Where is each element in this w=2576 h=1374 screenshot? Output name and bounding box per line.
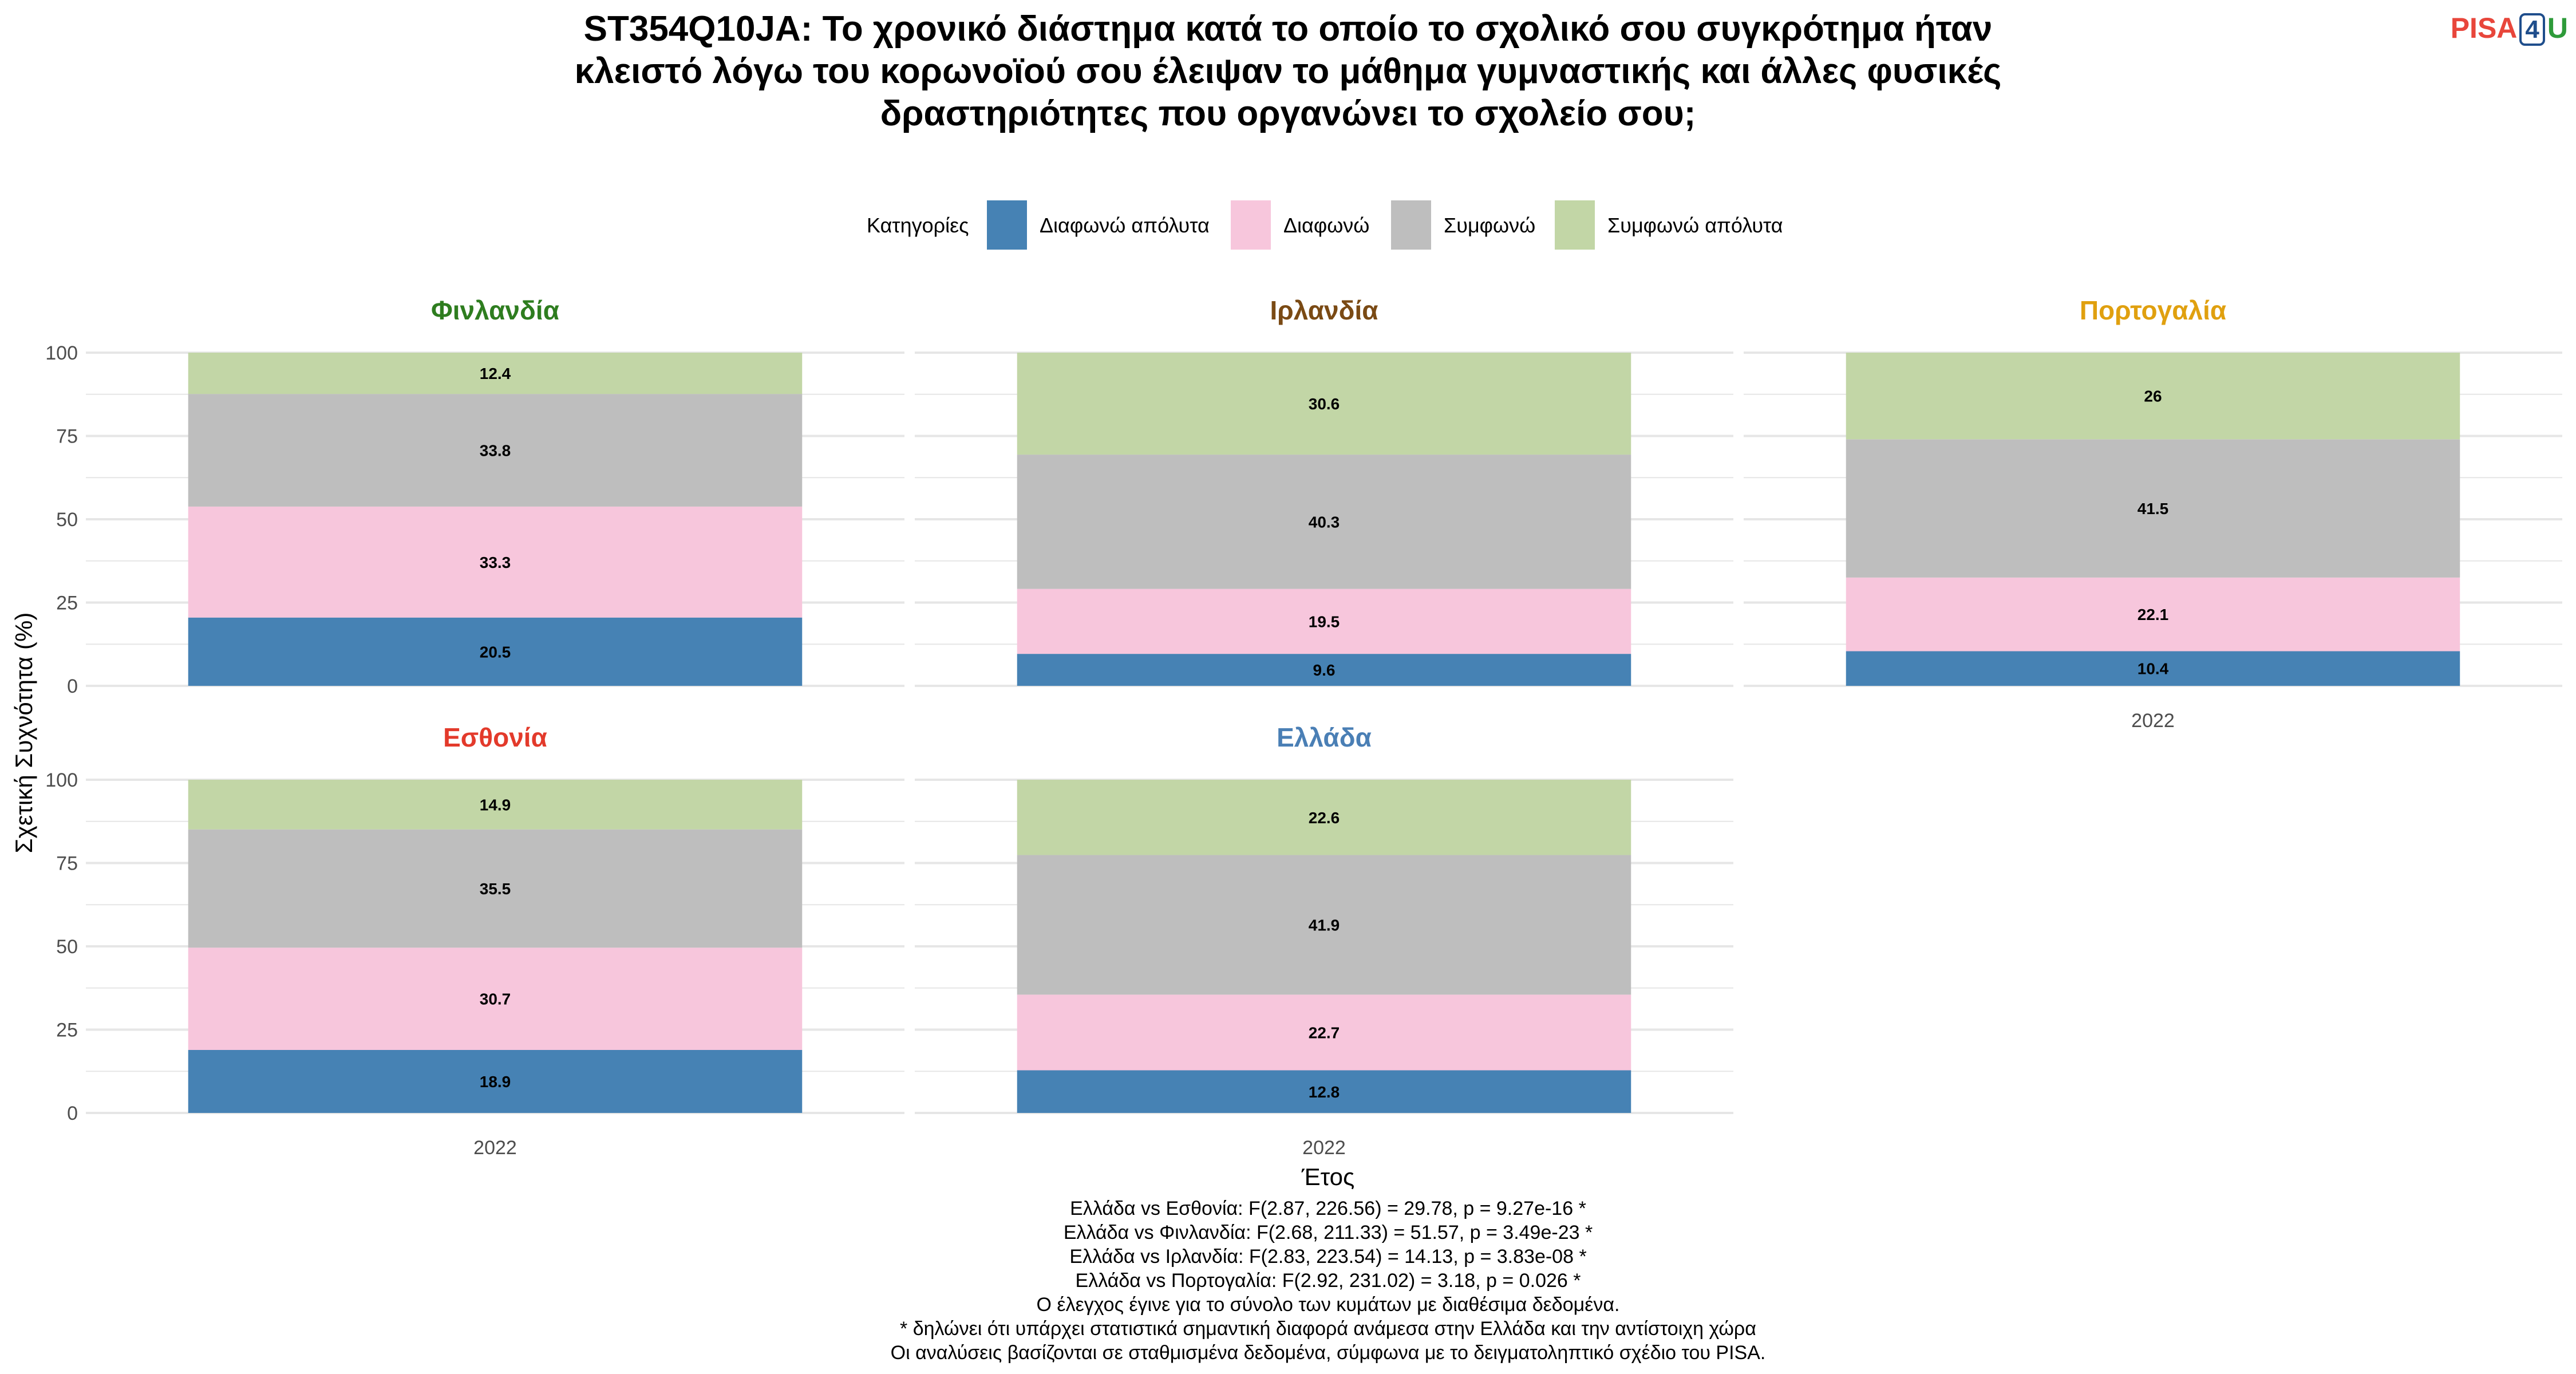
y-tick-label: 75 xyxy=(56,853,78,875)
bar-segment xyxy=(1017,589,1631,654)
pisa4u-logo: PISA 4 U xyxy=(2451,8,2568,50)
x-axis-title: Έτος xyxy=(1301,1163,1355,1190)
logo-text-pisa: PISA xyxy=(2450,12,2518,44)
data-label: 22.1 xyxy=(2138,606,2169,623)
x-tick-label: 2022 xyxy=(2131,710,2175,732)
bar-segment xyxy=(1846,577,2460,652)
data-label: 20.5 xyxy=(480,643,511,661)
bar-segment xyxy=(188,353,803,394)
y-tick-label: 75 xyxy=(56,426,78,448)
footnote-line: Ελλάδα vs Φινλανδία: F(2.68, 211.33) = 5… xyxy=(1063,1222,1593,1243)
y-tick-label: 0 xyxy=(67,676,78,697)
legend-swatch-3 xyxy=(1391,200,1431,250)
data-label: 33.3 xyxy=(480,554,511,571)
footnote-line: Οι αναλύσεις βασίζονται σε σταθμισμένα δ… xyxy=(890,1342,1766,1364)
logo-text-u: U xyxy=(2547,12,2568,44)
panel-title-4: Εσθονία xyxy=(443,722,547,752)
footnote-line: Ελλάδα vs Πορτογαλία: F(2.92, 231.02) = … xyxy=(1075,1270,1581,1292)
legend-label-4: Συμφωνώ απόλυτα xyxy=(1607,214,1783,237)
bar-segment xyxy=(1846,439,2460,578)
bar-segment xyxy=(1017,1070,1631,1113)
bar-segment xyxy=(1846,651,2460,686)
y-tick-label: 100 xyxy=(45,342,78,364)
bar-segment xyxy=(1017,855,1631,995)
legend-label-3: Συμφωνώ xyxy=(1444,214,1535,237)
x-tick-label: 2022 xyxy=(1302,1137,1346,1159)
data-label: 12.8 xyxy=(1309,1083,1340,1101)
bar-segment xyxy=(188,829,803,948)
bar-segment xyxy=(1017,455,1631,589)
y-tick-label: 50 xyxy=(56,936,78,958)
data-label: 40.3 xyxy=(1309,513,1340,531)
y-tick-label: 0 xyxy=(67,1103,78,1124)
data-label: 19.5 xyxy=(1309,613,1340,630)
data-label: 35.5 xyxy=(480,880,511,898)
y-tick-label: 50 xyxy=(56,509,78,531)
footnote-line: Ο έλεγχος έγινε για το σύνολο των κυμάτω… xyxy=(1036,1294,1620,1316)
y-axis-title: Σχετική Συχνότητα (%) xyxy=(10,613,37,854)
footnotes: Ελλάδα vs Εσθονία: F(2.87, 226.56) = 29.… xyxy=(572,1197,2084,1365)
bar-segment xyxy=(188,617,803,686)
legend-swatch-2 xyxy=(1231,200,1271,250)
bar-segment xyxy=(1846,353,2460,440)
footnote-line: Ελλάδα vs Εσθονία: F(2.87, 226.56) = 29.… xyxy=(1070,1198,1586,1219)
y-tick-label: 25 xyxy=(56,1020,78,1041)
bar-segment xyxy=(1017,353,1631,455)
data-label: 41.5 xyxy=(2138,500,2169,518)
legend-swatch-1 xyxy=(987,200,1027,250)
bar-segment xyxy=(1017,780,1631,855)
legend-label-2: Διαφωνώ xyxy=(1283,214,1369,237)
bar-segment xyxy=(1017,994,1631,1071)
faceted-stacked-bar-chart: Κατηγορίες Διαφωνώ απόλυτα Διαφωνώ Συμφωνώ Σ… xyxy=(10,200,2562,1190)
logo-text-four: 4 xyxy=(2519,13,2545,46)
chart-title: ST354Q10JA: Το χρονικό διάστημα κατά το … xyxy=(574,9,2002,133)
bar-segment xyxy=(188,1050,803,1113)
data-label: 9.6 xyxy=(1313,661,1336,679)
data-label: 26 xyxy=(2144,388,2162,405)
bar-segment xyxy=(188,947,803,1051)
data-label: 18.9 xyxy=(480,1073,511,1091)
panel-title-2: Ιρλανδία xyxy=(1270,295,1378,325)
data-label: 30.6 xyxy=(1309,395,1340,413)
data-label: 22.6 xyxy=(1309,809,1340,827)
x-tick-label: 2022 xyxy=(473,1137,517,1159)
footnote-line: * δηλώνει ότι υπάρχει στατιστικά σημαντι… xyxy=(900,1318,1756,1340)
footnote-line: Ελλάδα vs Ιρλανδία: F(2.83, 223.54) = 14… xyxy=(1069,1246,1587,1268)
data-label: 30.7 xyxy=(480,990,511,1008)
data-label: 22.7 xyxy=(1309,1024,1340,1041)
legend-label-1: Διαφωνώ απόλυτα xyxy=(1040,214,1210,237)
panel-title-1: Φινλανδία xyxy=(431,295,559,325)
data-label: 33.8 xyxy=(480,442,511,460)
data-label: 14.9 xyxy=(480,796,511,814)
bar-segment xyxy=(188,780,803,830)
y-tick-label: 100 xyxy=(45,769,78,791)
data-label: 10.4 xyxy=(2138,660,2169,678)
panel-title-5: Ελλάδα xyxy=(1277,722,1372,752)
data-label: 12.4 xyxy=(480,365,511,382)
legend-swatch-4 xyxy=(1555,200,1595,250)
data-label: 41.9 xyxy=(1309,916,1340,934)
bar-segment xyxy=(188,394,803,507)
legend-title: Κατηγορίες xyxy=(867,214,969,237)
panel-title-3: Πορτογαλία xyxy=(2080,295,2226,325)
y-tick-label: 25 xyxy=(56,593,78,614)
bar-segment xyxy=(188,506,803,618)
bar-segment xyxy=(1017,654,1631,686)
